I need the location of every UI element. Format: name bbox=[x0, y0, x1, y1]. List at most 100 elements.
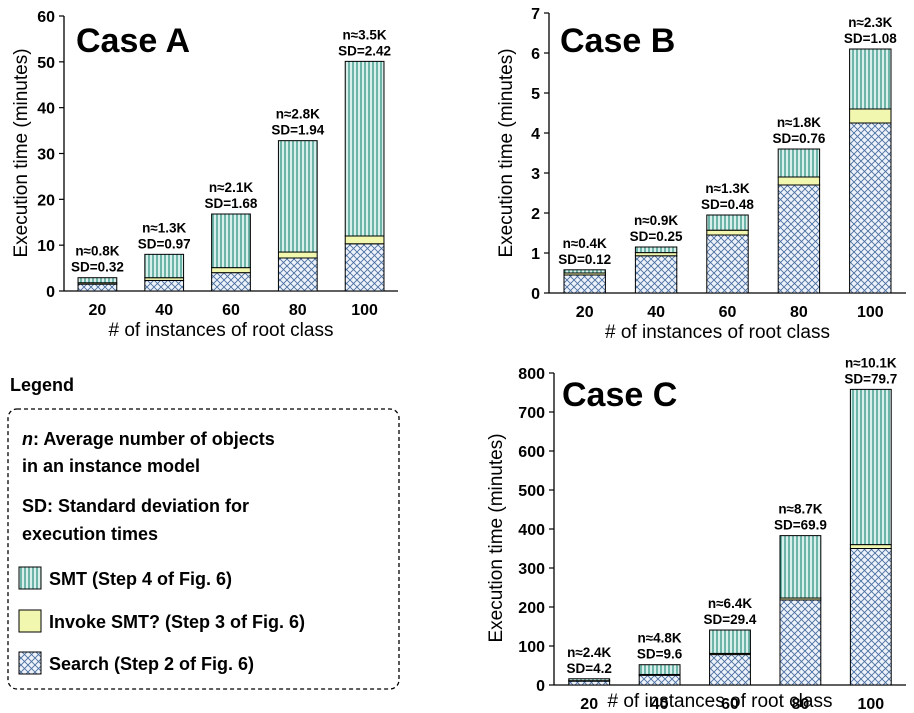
case-c-x-tick-label: 40 bbox=[651, 696, 669, 713]
case-b-bar-n-label: n≈0.4K bbox=[563, 236, 607, 251]
case-b-title: Case B bbox=[560, 22, 675, 60]
case-c-y-tick-label: 0 bbox=[536, 678, 545, 695]
case-c-y-tick-label: 300 bbox=[518, 561, 545, 578]
case-a-bar-60-search-segment bbox=[211, 272, 251, 292]
case-c-x-axis-title: # of instances of root class bbox=[608, 691, 833, 712]
case-c-bar-n-label: n≈8.7K bbox=[778, 502, 822, 517]
case-a-bar-n-label: n≈1.3K bbox=[142, 220, 186, 235]
case-a-bar-sd-label: SD=1.68 bbox=[205, 196, 258, 211]
case-b-x-tick-label: 60 bbox=[719, 304, 737, 321]
case-c-bar-60-smt-segment bbox=[709, 629, 751, 654]
case-a-y-tick-label: 60 bbox=[37, 9, 55, 26]
case-a-bar-40-search-segment bbox=[144, 279, 185, 292]
case-b-bar-60-invoke-smt-segment bbox=[706, 229, 749, 236]
case-c-y-axis-title: Execution time (minutes) bbox=[486, 433, 507, 642]
case-b-y-tick-label: 5 bbox=[531, 86, 540, 103]
case-a-bar-sd-label: SD=2.42 bbox=[338, 43, 391, 58]
case-b-bar-100-smt-segment bbox=[849, 48, 892, 110]
legend-n-description: n: Average number of objects bbox=[22, 429, 275, 449]
case-a-bar-sd-label: SD=1.94 bbox=[271, 123, 324, 138]
case-a-bar-sd-label: SD=0.32 bbox=[71, 260, 124, 275]
case-c-bar-100-smt-segment bbox=[849, 388, 892, 546]
legend-n-desc-line2: in an instance model bbox=[22, 456, 200, 476]
case-c-bar-sd-label: SD=4.2 bbox=[566, 661, 611, 676]
case-b-bar-n-label: n≈1.3K bbox=[705, 181, 749, 196]
case-b-y-tick-label: 7 bbox=[531, 6, 540, 23]
case-a-bar-80-invoke-smt-segment bbox=[277, 251, 318, 259]
case-c-bar-n-label: n≈2.4K bbox=[567, 645, 611, 660]
case-a-y-axis-title: Execution time (minutes) bbox=[11, 48, 32, 257]
case-c-bar-n-label: n≈4.8K bbox=[638, 631, 682, 646]
case-a-y-tick-label: 10 bbox=[37, 238, 55, 255]
case-b-bar-100-search-segment bbox=[849, 122, 892, 294]
legend-label-invoke-smt: Invoke SMT? (Step 3 of Fig. 6) bbox=[49, 612, 305, 632]
case-b-y-tick-label: 6 bbox=[531, 46, 540, 63]
legend-swatch-invoke-smt bbox=[18, 609, 42, 633]
case-c-bar-40-smt-segment bbox=[638, 664, 681, 675]
case-b-bar-100-invoke-smt-segment bbox=[849, 108, 892, 124]
case-b-x-tick-label: 40 bbox=[647, 304, 665, 321]
case-b-bar-60-search-segment bbox=[706, 234, 749, 294]
case-a-y-tick-label: 50 bbox=[37, 55, 55, 72]
case-c-bar-n-label: n≈6.4K bbox=[708, 596, 752, 611]
legend-sd-desc-line1: SD: Standard deviation for bbox=[22, 496, 249, 516]
case-c-y-tick-label: 400 bbox=[518, 522, 545, 539]
case-b-bar-n-label: n≈0.9K bbox=[634, 213, 678, 228]
case-b-x-axis-title: # of instances of root class bbox=[605, 322, 830, 343]
case-b-y-tick-label: 2 bbox=[531, 206, 540, 223]
case-b-bar-sd-label: SD=0.48 bbox=[701, 197, 754, 212]
case-a-x-tick-label: 80 bbox=[289, 302, 307, 319]
case-b-bar-n-label: n≈1.8K bbox=[777, 115, 821, 130]
case-b-bar-sd-label: SD=0.76 bbox=[772, 131, 825, 146]
case-b-bar-20-smt-segment bbox=[563, 269, 606, 274]
case-b-bar-60-smt-segment bbox=[706, 214, 749, 231]
case-a-y-tick-label: 0 bbox=[46, 284, 55, 301]
case-a-bar-n-label: n≈3.5K bbox=[343, 27, 387, 42]
case-c-x-tick-label: 60 bbox=[721, 696, 739, 713]
case-c-bar-100-search-segment bbox=[849, 548, 892, 686]
case-b-y-axis-title: Execution time (minutes) bbox=[496, 48, 517, 257]
case-a-bar-80-search-segment bbox=[277, 257, 318, 292]
case-a-y-tick-label: 30 bbox=[37, 147, 55, 164]
case-a-bar-100-invoke-smt-segment bbox=[344, 235, 385, 245]
case-c-bar-100-invoke-smt-segment bbox=[849, 544, 892, 549]
case-c-bar-sd-label: SD=69.9 bbox=[774, 518, 827, 533]
case-c-x-tick-label: 80 bbox=[792, 696, 810, 713]
case-a-bar-n-label: n≈2.1K bbox=[209, 180, 253, 195]
case-b-bar-80-invoke-smt-segment bbox=[777, 176, 821, 186]
case-c-y-tick-label: 800 bbox=[518, 366, 545, 383]
case-b-bar-n-label: n≈2.3K bbox=[848, 15, 892, 30]
case-b-bar-sd-label: SD=0.25 bbox=[630, 229, 683, 244]
case-a-bar-sd-label: SD=0.97 bbox=[138, 236, 191, 251]
case-b-bar-40-smt-segment bbox=[634, 246, 678, 254]
case-c-bar-60-search-segment bbox=[709, 654, 751, 686]
case-b-y-tick-label: 4 bbox=[531, 126, 540, 143]
case-b-y-tick-label: 1 bbox=[531, 246, 540, 263]
case-c-y-tick-label: 100 bbox=[518, 639, 545, 656]
legend-title: Legend bbox=[10, 375, 74, 395]
legend-swatch-search bbox=[18, 651, 42, 675]
case-a-y-tick-label: 40 bbox=[37, 101, 55, 118]
case-a-bar-40-smt-segment bbox=[144, 253, 185, 279]
case-a-bar-20-smt-segment bbox=[77, 277, 118, 284]
case-a-x-tick-label: 40 bbox=[155, 302, 173, 319]
case-a-bar-100-search-segment bbox=[344, 243, 385, 292]
legend-n-desc-line1: : Average number of objects bbox=[33, 429, 275, 449]
case-b-bar-20-search-segment bbox=[563, 274, 606, 294]
case-c-title: Case C bbox=[562, 376, 677, 414]
case-b-x-tick-label: 20 bbox=[576, 304, 594, 321]
case-c-bar-n-label: n≈10.1K bbox=[845, 355, 897, 370]
case-b-bar-40-search-segment bbox=[634, 255, 678, 294]
legend-label-search: Search (Step 2 of Fig. 6) bbox=[49, 654, 254, 674]
legend: Legend n: Average number of objects in a… bbox=[7, 375, 400, 690]
case-b-y-tick-label: 3 bbox=[531, 166, 540, 183]
case-a-bar-20-search-segment bbox=[77, 283, 118, 292]
case-a-x-tick-label: 100 bbox=[351, 302, 378, 319]
case-c-bar-40-search-segment bbox=[638, 674, 681, 686]
case-c-y-tick-label: 600 bbox=[518, 444, 545, 461]
legend-n-symbol: n bbox=[22, 429, 33, 449]
case-a-x-axis-title: # of instances of root class bbox=[109, 320, 334, 341]
case-b-x-tick-label: 80 bbox=[790, 304, 808, 321]
legend-swatch-smt bbox=[18, 566, 42, 590]
